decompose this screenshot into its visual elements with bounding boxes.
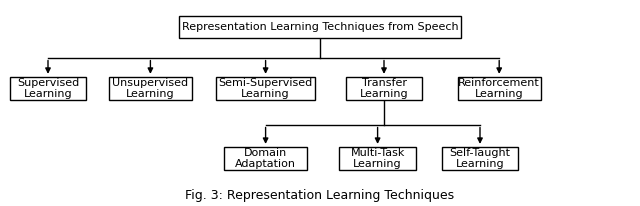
Text: Unsupervised
Learning: Unsupervised Learning	[113, 78, 188, 99]
FancyBboxPatch shape	[10, 77, 86, 101]
FancyBboxPatch shape	[179, 16, 461, 38]
Text: Self-Taught
Learning: Self-Taught Learning	[449, 148, 511, 169]
Text: Semi-Supervised
Learning: Semi-Supervised Learning	[218, 78, 313, 99]
Text: Representation Learning Techniques from Speech: Representation Learning Techniques from …	[182, 22, 458, 32]
Text: Fig. 3: Representation Learning Techniques: Fig. 3: Representation Learning Techniqu…	[186, 189, 454, 202]
FancyBboxPatch shape	[339, 147, 416, 171]
FancyBboxPatch shape	[216, 77, 315, 101]
Text: Supervised
Learning: Supervised Learning	[17, 78, 79, 99]
FancyBboxPatch shape	[224, 147, 307, 171]
FancyBboxPatch shape	[109, 77, 192, 101]
FancyBboxPatch shape	[458, 77, 541, 101]
FancyBboxPatch shape	[346, 77, 422, 101]
FancyBboxPatch shape	[442, 147, 518, 171]
Text: Reinforcement
Learning: Reinforcement Learning	[458, 78, 540, 99]
Text: Domain
Adaptation: Domain Adaptation	[235, 148, 296, 169]
Text: Multi-Task
Learning: Multi-Task Learning	[351, 148, 404, 169]
Text: Transfer
Learning: Transfer Learning	[360, 78, 408, 99]
